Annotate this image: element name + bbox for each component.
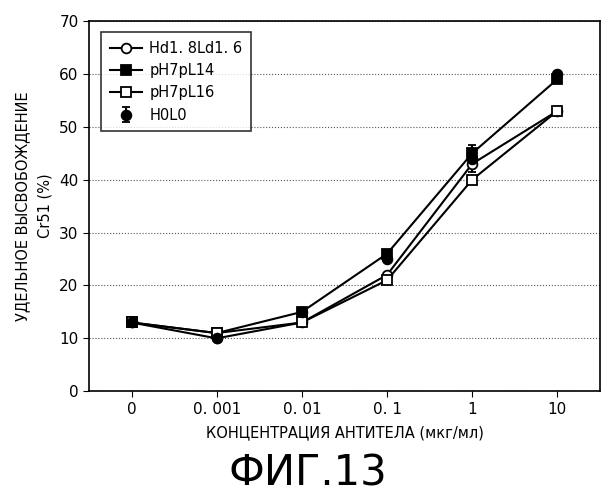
pH7pL14 xyxy=(383,250,391,256)
pH7pL14 xyxy=(298,309,306,315)
pH7pL16 xyxy=(298,320,306,326)
pH7pL14 xyxy=(554,76,561,82)
Hd1. 8Ld1. 6 xyxy=(128,320,135,326)
Legend: Hd1. 8Ld1. 6, pH7pL14, pH7pL16, H0L0: Hd1. 8Ld1. 6, pH7pL14, pH7pL16, H0L0 xyxy=(101,32,252,132)
pH7pL14 xyxy=(213,330,220,336)
Hd1. 8Ld1. 6 xyxy=(554,108,561,114)
Line: Hd1. 8Ld1. 6: Hd1. 8Ld1. 6 xyxy=(127,106,562,343)
Text: ФИГ.13: ФИГ.13 xyxy=(228,453,387,495)
Line: pH7pL16: pH7pL16 xyxy=(127,106,562,338)
pH7pL16 xyxy=(213,330,220,336)
Hd1. 8Ld1. 6 xyxy=(298,320,306,326)
Y-axis label: УДЕЛЬНОЕ ВЫСВОБОЖДЕНИЕ
Cr51 (%): УДЕЛЬНОЕ ВЫСВОБОЖДЕНИЕ Cr51 (%) xyxy=(15,92,52,321)
Line: pH7pL14: pH7pL14 xyxy=(127,74,562,338)
Hd1. 8Ld1. 6 xyxy=(213,336,220,342)
pH7pL16 xyxy=(554,108,561,114)
pH7pL14 xyxy=(469,150,476,156)
pH7pL16 xyxy=(469,176,476,182)
pH7pL16 xyxy=(383,277,391,283)
X-axis label: КОНЦЕНТРАЦИЯ АНТИТЕЛА (мкг/мл): КОНЦЕНТРАЦИЯ АНТИТЕЛА (мкг/мл) xyxy=(205,425,483,440)
pH7pL14 xyxy=(128,320,135,326)
pH7pL16 xyxy=(128,320,135,326)
Hd1. 8Ld1. 6 xyxy=(383,272,391,278)
Hd1. 8Ld1. 6 xyxy=(469,161,476,167)
